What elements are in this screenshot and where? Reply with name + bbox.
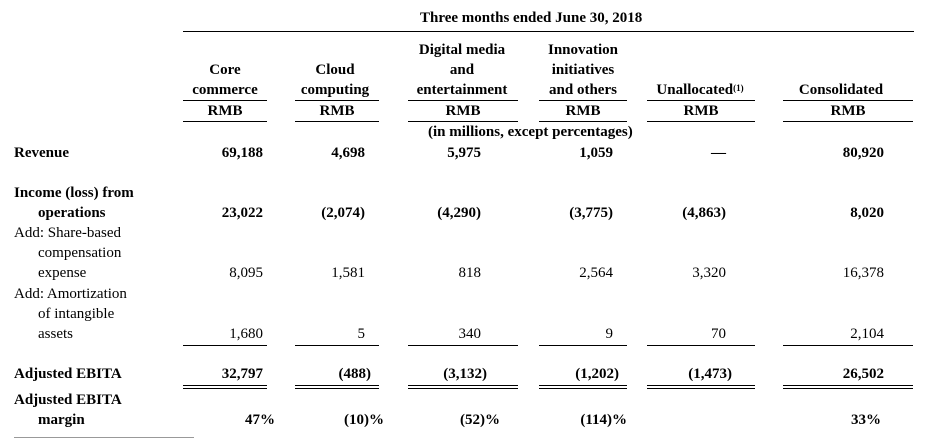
- value-cell: 2,104: [850, 326, 884, 342]
- value-cell: (1,473): [688, 366, 732, 382]
- total-rule: [183, 385, 267, 386]
- value-cell: 1,581: [331, 265, 365, 281]
- total-rule: [183, 388, 267, 389]
- total-rule: [783, 388, 913, 389]
- value-cell: 818: [458, 265, 482, 281]
- currency-rule: [183, 121, 267, 122]
- value-cell: 9: [605, 326, 614, 342]
- value-cell: 340: [458, 326, 482, 342]
- col-header-consolidated: Consolidated: [798, 82, 884, 98]
- currency-rule: [295, 121, 379, 122]
- period-title: Three months ended June 30, 2018: [420, 10, 643, 26]
- value-cell: 70: [711, 326, 726, 342]
- row-label-ebita-margin: Adjusted EBITA margin: [14, 392, 122, 428]
- value-cell: 8,095: [229, 265, 263, 281]
- total-rule: [539, 385, 627, 386]
- total-rule: [408, 388, 518, 389]
- subtotal-rule: [783, 345, 913, 346]
- header-rule: [183, 100, 267, 101]
- value-cell: (52)%: [460, 412, 500, 428]
- currency-rule: [408, 121, 518, 122]
- footnote-marker: (1): [733, 83, 744, 93]
- total-rule: [783, 385, 913, 386]
- value-cell: 2,564: [579, 265, 613, 281]
- row-label-adjusted-ebita: Adjusted EBITA: [14, 366, 122, 382]
- value-cell: (10)%: [344, 412, 384, 428]
- footnote-divider: [14, 437, 194, 438]
- header-rule: [295, 100, 379, 101]
- value-cell: 1,680: [229, 326, 263, 342]
- subtotal-rule: [647, 345, 755, 346]
- total-rule: [408, 385, 518, 386]
- col-header-digital-media: Digital media and entertainment: [416, 42, 508, 98]
- value-cell: 26,502: [842, 366, 884, 382]
- value-cell: 3,320: [692, 265, 726, 281]
- value-cell: (488): [338, 366, 372, 382]
- currency-label: RMB: [683, 103, 719, 119]
- subtotal-rule: [539, 345, 627, 346]
- value-cell: 23,022: [221, 205, 263, 221]
- value-cell: 32,797: [221, 366, 263, 382]
- total-rule: [647, 385, 755, 386]
- header-rule: [647, 100, 755, 101]
- currency-label: RMB: [445, 103, 481, 119]
- row-label-sbc: Add: Share-based compensation expense: [14, 225, 122, 281]
- currency-label: RMB: [207, 103, 243, 119]
- value-cell: (4,290): [437, 205, 481, 221]
- value-cell: 4,698: [331, 145, 365, 161]
- currency-label: RMB: [565, 103, 601, 119]
- value-cell: (1,202): [575, 366, 619, 382]
- value-cell: (2,074): [321, 205, 365, 221]
- total-rule: [295, 385, 379, 386]
- row-label-income: Income (loss) from operations: [14, 185, 134, 221]
- total-rule: [295, 388, 379, 389]
- subtotal-rule: [295, 345, 379, 346]
- value-cell: (3,132): [443, 366, 487, 382]
- value-cell: (114)%: [580, 412, 627, 428]
- header-rule: [408, 100, 518, 101]
- col-header-core-commerce: Core commerce: [192, 62, 258, 98]
- value-cell: 47%: [245, 412, 275, 428]
- currency-label: RMB: [830, 103, 866, 119]
- value-cell: 80,920: [842, 145, 884, 161]
- value-cell: 8,020: [850, 205, 884, 221]
- total-rule: [647, 388, 755, 389]
- value-cell: 1,059: [579, 145, 613, 161]
- value-cell: 16,378: [842, 265, 884, 281]
- value-cell: 33%: [851, 412, 881, 428]
- currency-rule: [783, 121, 913, 122]
- value-cell: (3,775): [569, 205, 613, 221]
- currency-label: RMB: [319, 103, 355, 119]
- row-label-amortization: Add: Amortization of intangible assets: [14, 286, 127, 342]
- subtotal-rule: [408, 345, 518, 346]
- value-cell: 5: [357, 326, 366, 342]
- subtotal-rule: [183, 345, 267, 346]
- value-cell: —: [711, 145, 726, 161]
- units-note: (in millions, except percentages): [428, 124, 633, 140]
- value-cell: 5,975: [447, 145, 481, 161]
- col-header-innovation: Innovation initiatives and others: [547, 42, 619, 98]
- value-cell: (4,863): [682, 205, 726, 221]
- total-rule: [539, 388, 627, 389]
- col-header-cloud-computing: Cloud computing: [300, 62, 370, 98]
- period-rule: [183, 31, 914, 32]
- currency-rule: [647, 121, 755, 122]
- value-cell: 69,188: [221, 145, 263, 161]
- header-rule: [783, 100, 913, 101]
- col-header-unallocated: Unallocated(1): [656, 82, 744, 98]
- currency-rule: [539, 121, 627, 122]
- header-rule: [539, 100, 627, 101]
- row-label-revenue: Revenue: [14, 145, 69, 161]
